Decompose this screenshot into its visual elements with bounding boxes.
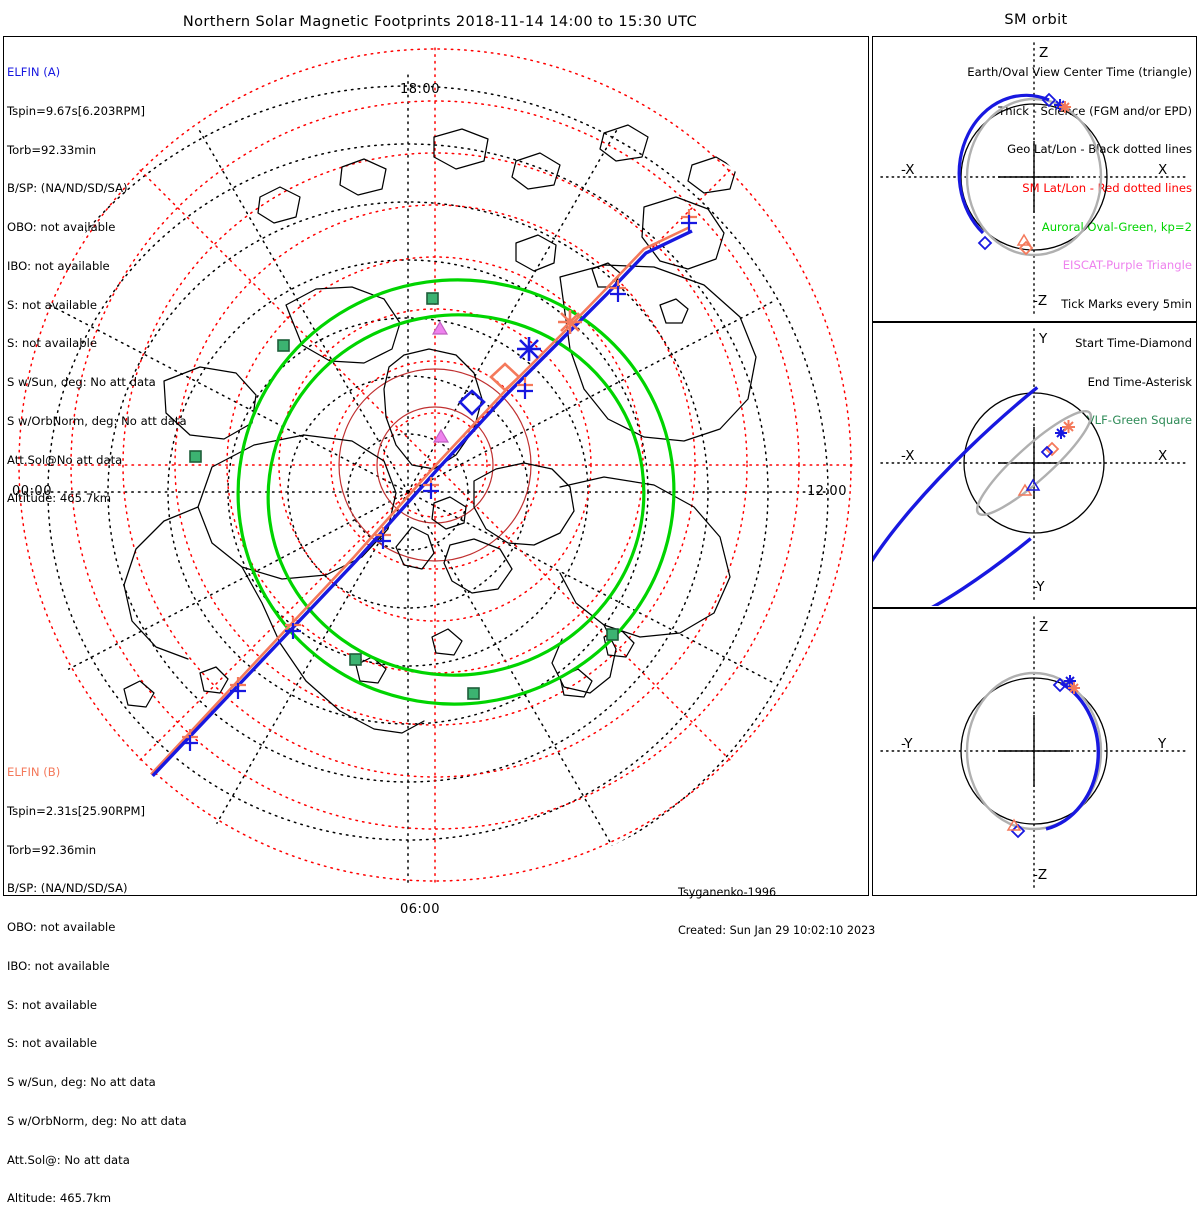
legend-item-view-center-time: Earth/Oval View Center Time (triangle) <box>967 64 1192 79</box>
elfin-a-name: ELFIN (A) <box>7 64 61 79</box>
sm-xz-triangles <box>1016 233 1032 246</box>
sm-orbit-yz-svg <box>880 616 1188 889</box>
end-time-asterisks <box>517 310 582 361</box>
polar-map-svg <box>15 45 855 885</box>
sm-grid <box>15 45 855 885</box>
vlf-squares <box>189 292 619 700</box>
legend-item-auroral-oval: Auroral Oval-Green, kp=2 <box>1041 219 1192 234</box>
elfin-a-line-10: Altitude: 465.7km <box>7 491 112 506</box>
legend-item-tick-marks: Tick Marks every 5min <box>1061 297 1192 312</box>
sm-xy-asterisk-a <box>1055 427 1067 439</box>
legend-item-start-time: Start Time-Diamond <box>1075 335 1192 350</box>
sm-orbit-xy-svg <box>873 328 1188 606</box>
elfin-a-info-block: ELFIN (A) Tspin=9.67s[6.203RPM] Torb=92.… <box>7 40 187 531</box>
orbit-track-gray-xy <box>975 410 1093 516</box>
earth-circle-xy <box>963 392 1105 534</box>
sm-xy-label-pos-x: X <box>1158 448 1168 464</box>
sm-orbit-title: SM orbit <box>1004 12 1068 28</box>
sm-orbit-xz-svg <box>880 42 1188 315</box>
elfin-a-line-8: S w/OrbNorm, deg: No att data <box>7 413 187 428</box>
elfin-b-line-5: S: not available <box>7 997 97 1012</box>
elfin-b-line-2: B/SP: (NA/ND/SD/SA) <box>7 881 128 896</box>
sm-xy-markers <box>1040 441 1060 459</box>
legend-item-sm-latlon: SM Lat/Lon - Red dotted lines <box>1022 180 1192 195</box>
elfin-b-line-0: Tspin=2.31s[25.90RPM] <box>7 804 145 819</box>
tick-marks <box>137 209 697 797</box>
sm-xz-label-neg-z: -Z <box>1033 293 1048 309</box>
sm-yz-label-pos-z: Z <box>1039 619 1049 635</box>
sm-xz-axes-cross <box>998 141 1070 213</box>
geo-grid <box>15 71 829 885</box>
auroral-oval <box>236 278 676 706</box>
sm-xz-label-neg-x: -X <box>901 162 915 178</box>
sm-yz-axes-cross <box>998 715 1070 787</box>
sm-xy-triangles <box>1017 478 1041 496</box>
elfin-b-line-4: IBO: not available <box>7 958 110 973</box>
start-time-diamonds <box>458 362 521 416</box>
mlt-label-12: 12:00 <box>807 484 847 499</box>
legend-item-end-time: End Time-Asterisk <box>1087 374 1192 389</box>
sm-orbit-panel-xz: -X X Z -Z <box>872 36 1197 322</box>
elfin-a-line-1: Torb=92.33min <box>7 142 97 157</box>
elfin-b-line-7: S w/Sun, deg: No att data <box>7 1075 156 1090</box>
elfin-a-line-0: Tspin=9.67s[6.203RPM] <box>7 104 145 119</box>
orbit-track-gray-xz <box>965 97 1103 257</box>
legend-item-vlf: VLF-Green Square <box>1086 413 1192 428</box>
sm-yz-label-neg-z: -Z <box>1033 867 1048 883</box>
sm-xy-label-neg-x: -X <box>901 448 915 464</box>
elfin-b-line-6: S: not available <box>7 1036 97 1051</box>
elfin-a-line-5: S: not available <box>7 297 97 312</box>
sm-xy-asterisk-b <box>1062 420 1075 433</box>
elfin-b-line-1: Torb=92.36min <box>7 842 97 857</box>
sm-yz-asterisk-a <box>1064 675 1076 687</box>
elfin-b-line-3: OBO: not available <box>7 920 116 935</box>
orbit-track-elfin-a-xz <box>957 93 1050 235</box>
credits-block: Tsyganenko-1996 Created: Sun Jan 29 10:0… <box>678 862 875 963</box>
sm-yz-triangles <box>1006 818 1022 831</box>
model-name: Tsyganenko-1996 <box>678 886 777 900</box>
sm-yz-asterisk-b <box>1068 682 1080 694</box>
elfin-a-line-9: Att.Sol@No att data <box>7 452 123 467</box>
sm-xz-label-pos-x: X <box>1158 162 1168 178</box>
eiscat-triangles <box>431 320 450 443</box>
elfin-a-line-3: OBO: not available <box>7 220 116 235</box>
mlt-label-06: 06:00 <box>400 902 440 917</box>
mlt-label-00: 00:00 <box>12 484 52 499</box>
sm-xz-label-pos-z: Z <box>1039 45 1049 61</box>
sm-yz-label-neg-y: -Y <box>901 736 913 752</box>
sm-yz-markers <box>1010 677 1068 839</box>
sm-xy-label-pos-y: Y <box>1039 331 1048 347</box>
sm-orbit-panel-xy: -X X Y -Y <box>872 322 1197 608</box>
sm-xz-asterisk-b <box>1059 101 1071 113</box>
elfin-a-line-2: B/SP: (NA/ND/SD/SA) <box>7 181 128 196</box>
legend-item-eiscat: EISCAT-Purple Triangle <box>1062 258 1192 273</box>
elfin-a-line-4: IBO: not available <box>7 258 110 273</box>
sm-xz-asterisk-a <box>1054 99 1066 111</box>
sm-yz-label-pos-y: Y <box>1158 736 1167 752</box>
elfin-a-line-7: S w/Sun, deg: No att data <box>7 375 156 390</box>
elfin-b-info-block: ELFIN (B) Tspin=2.31s[25.90RPM] Torb=92.… <box>7 740 187 1231</box>
coastlines <box>123 124 757 734</box>
elfin-b-line-8: S w/OrbNorm, deg: No att data <box>7 1113 187 1128</box>
elfin-b-line-10: Altitude: 465.7km <box>7 1191 112 1206</box>
elfin-b-name: ELFIN (B) <box>7 764 61 779</box>
sm-xz-markers <box>977 92 1057 256</box>
mlt-label-18: 18:00 <box>400 82 440 97</box>
sm-orbit-panel-yz: -Y Y Z -Z <box>872 608 1197 896</box>
created-timestamp: Created: Sun Jan 29 10:02:10 2023 <box>678 923 876 937</box>
earth-circle-yz <box>960 677 1108 825</box>
screenshot-root: Northern Solar Magnetic Footprints 2018-… <box>3 12 1197 1205</box>
sm-xy-label-neg-y: -Y <box>1033 579 1045 595</box>
elfin-b-line-9: Att.Sol@: No att data <box>7 1152 130 1167</box>
elfin-a-line-6: S: not available <box>7 336 97 351</box>
page-title: Northern Solar Magnetic Footprints 2018-… <box>182 14 698 30</box>
earth-circle-xz <box>960 103 1108 251</box>
orbit-track-elfin-a-xy <box>873 386 1039 606</box>
orbit-track-gray-yz <box>965 671 1103 831</box>
orbit-track-elfin-a-yz <box>1045 681 1100 831</box>
